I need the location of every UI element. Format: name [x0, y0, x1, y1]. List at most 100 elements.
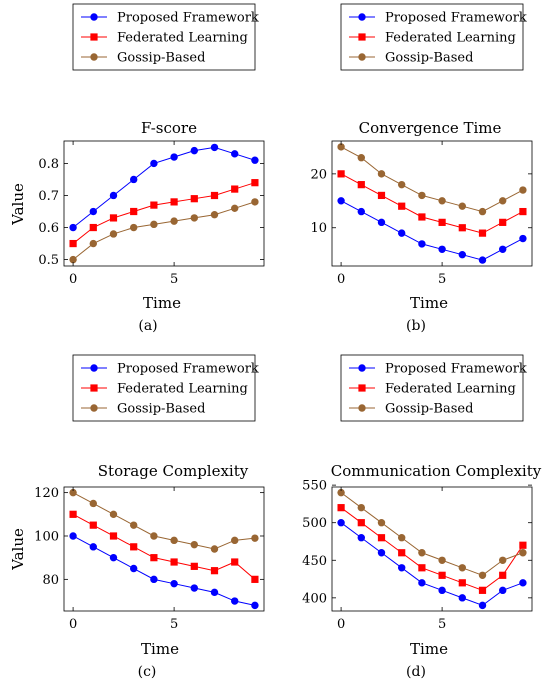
x-tick-label: 0: [69, 272, 77, 287]
legend-marker-2: [90, 384, 98, 392]
y-tick-label: 20: [310, 167, 327, 182]
panel-caption: (c): [138, 664, 157, 680]
panel-caption: (b): [406, 318, 426, 334]
brown-circle-marker: [438, 197, 446, 205]
red-square-marker: [499, 571, 507, 579]
brown-circle-marker: [438, 556, 446, 564]
chart-title: Storage Complexity: [98, 462, 249, 480]
x-tick-label: 5: [438, 272, 446, 287]
blue-circle-marker: [397, 229, 406, 237]
brown-circle-marker: [478, 207, 487, 216]
brown-circle-marker: [357, 503, 365, 512]
red-square-marker: [130, 207, 138, 216]
blue-circle-marker: [69, 532, 77, 540]
red-square-marker: [398, 202, 406, 210]
x-tick-label: 5: [170, 617, 178, 632]
brown-circle-marker: [397, 180, 406, 189]
legend: Proposed Framework Federated Learning Goss…: [72, 354, 259, 422]
brown-circle-marker: [458, 202, 467, 210]
legend-label-2: Federated Learning: [385, 31, 516, 46]
legend-marker-3: [358, 404, 366, 412]
blue-circle-marker: [170, 153, 178, 161]
brown-circle-marker: [251, 198, 259, 206]
brown-circle-marker: [190, 214, 199, 222]
blue-circle-marker: [337, 518, 345, 527]
brown-circle-marker: [231, 536, 239, 545]
blue-circle-marker: [89, 543, 97, 551]
blue-circle-marker: [129, 175, 138, 184]
brown-circle-marker: [397, 534, 406, 542]
brown-circle-marker: [129, 223, 138, 232]
red-square-marker: [150, 554, 158, 562]
blue-circle-marker: [231, 150, 239, 158]
legend-marker-1: [90, 364, 98, 372]
x-tick-label: 0: [337, 272, 345, 287]
y-tick-label: 400: [302, 591, 327, 606]
legend-label-2: Federated Learning: [117, 31, 248, 46]
red-square-marker: [377, 191, 386, 200]
brown-circle-marker: [499, 556, 507, 564]
red-square-marker: [357, 519, 365, 527]
brown-circle-marker: [210, 545, 219, 553]
brown-circle-marker: [109, 510, 118, 519]
red-square-marker: [190, 195, 198, 203]
red-square-marker: [398, 549, 406, 557]
y-tick-label: 0.6: [38, 221, 59, 236]
brown-circle-marker: [478, 571, 487, 580]
legend: Proposed Framework Federated Learning Goss…: [340, 354, 527, 422]
red-square-marker: [231, 558, 239, 566]
red-square-marker: [251, 179, 259, 187]
red-square-marker: [337, 504, 345, 512]
legend-marker-1: [90, 13, 98, 21]
y-tick-label: 100: [34, 529, 59, 544]
chart-panel-2: Proposed Framework Federated Learning Goss…: [310, 3, 533, 334]
legend-marker-3: [90, 404, 98, 412]
legend-label-1: Proposed Framework: [385, 11, 527, 26]
red-square-marker: [69, 239, 77, 248]
blue-circle-marker: [418, 240, 426, 248]
y-tick-label: 0.5: [38, 253, 59, 268]
blue-circle-marker: [458, 250, 467, 259]
legend-marker-1: [358, 364, 366, 372]
blue-circle-marker: [357, 534, 365, 542]
chart-title: Communication Complexity: [331, 462, 542, 480]
legend-label-3: Gossip-Based: [385, 51, 473, 66]
brown-circle-marker: [109, 230, 118, 238]
red-square-marker: [337, 170, 345, 178]
series-line-2: [340, 507, 524, 591]
blue-circle-marker: [337, 197, 345, 205]
red-square-marker: [130, 543, 138, 551]
chart-panel-4: Proposed Framework Federated Learning Goss…: [302, 354, 542, 680]
y-tick-label: 10: [310, 221, 327, 236]
blue-circle-marker: [251, 156, 259, 164]
series-line-2: [340, 173, 524, 234]
blue-circle-marker: [109, 191, 118, 200]
x-axis-label: Time: [410, 640, 448, 658]
red-square-marker: [499, 218, 507, 226]
brown-circle-marker: [150, 532, 158, 540]
blue-circle-marker: [418, 579, 426, 587]
red-square-marker: [458, 224, 466, 232]
blue-circle-marker: [69, 223, 77, 232]
brown-circle-marker: [89, 499, 97, 508]
blue-circle-marker: [458, 594, 467, 602]
blue-circle-marker: [251, 601, 259, 610]
brown-circle-marker: [150, 220, 158, 229]
blue-circle-marker: [109, 553, 118, 562]
red-square-marker: [438, 218, 446, 226]
panel-caption: (a): [138, 318, 157, 334]
brown-circle-marker: [170, 536, 178, 545]
blue-circle-marker: [89, 207, 97, 216]
blue-circle-marker: [210, 143, 219, 152]
blue-circle-marker: [129, 564, 138, 573]
x-axis-label: Time: [410, 294, 448, 312]
red-square-marker: [438, 571, 446, 579]
red-square-marker: [519, 541, 527, 549]
red-square-marker: [69, 510, 77, 518]
brown-circle-marker: [458, 564, 467, 572]
blue-circle-marker: [357, 207, 365, 216]
blue-circle-marker: [231, 597, 239, 605]
x-tick-label: 0: [69, 617, 77, 632]
red-square-marker: [170, 558, 178, 566]
